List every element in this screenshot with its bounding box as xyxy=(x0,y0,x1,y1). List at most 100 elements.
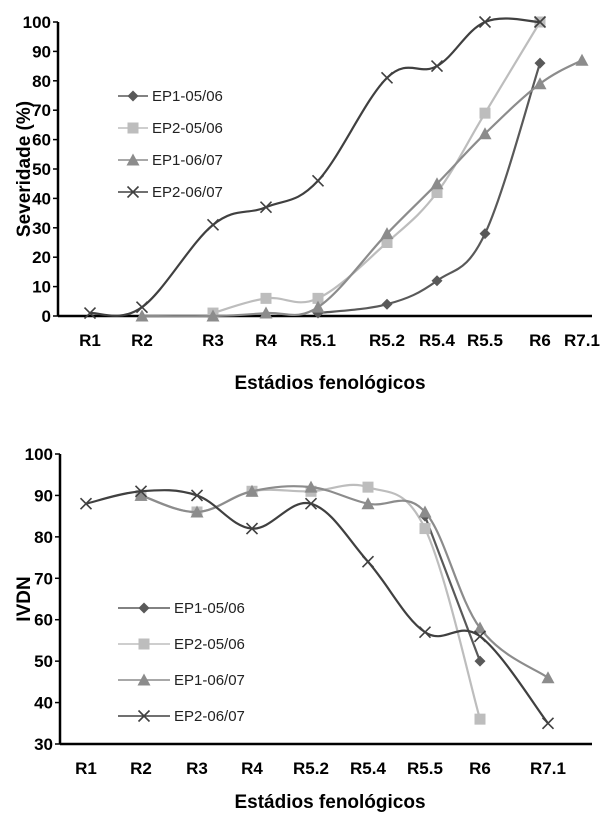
data-point-ep2-06-07 xyxy=(206,218,220,231)
legend-marker xyxy=(127,122,139,134)
x-tick-label: R5.5 xyxy=(467,331,503,350)
legend-label: EP1-05/06 xyxy=(174,600,245,617)
data-point-ep1-06-07 xyxy=(190,505,204,518)
data-point-ep2-06-07 xyxy=(473,630,487,643)
data-point-ep1-06-07 xyxy=(135,309,149,322)
x-tick-label: R2 xyxy=(130,759,152,778)
y-tick-label: 20 xyxy=(32,248,51,267)
data-point-ep2-06-07 xyxy=(135,301,149,314)
data-point-ep1-05-06 xyxy=(534,57,546,69)
data-point-ep1-05-06 xyxy=(479,228,491,240)
series-ep1-06-07 xyxy=(135,53,589,322)
x-axis-title: Estádios fenológicos xyxy=(234,373,425,394)
data-point-ep1-05-06 xyxy=(431,275,443,287)
x-tick-label: R5.4 xyxy=(419,331,455,350)
legend-marker xyxy=(126,153,140,166)
data-point-ep2-06-07 xyxy=(304,497,318,510)
data-point-ep1-05-06 xyxy=(474,655,486,667)
data-point-ep2-06-07 xyxy=(418,626,432,639)
data-point-ep1-06-07 xyxy=(575,53,589,66)
y-axis-title: IVDN xyxy=(14,576,35,621)
x-tick-label: R6 xyxy=(529,331,551,350)
series-ep2-05-06 xyxy=(207,16,546,319)
y-tick-label: 40 xyxy=(34,694,53,713)
x-tick-label: R7.1 xyxy=(530,759,566,778)
x-tick-label: R7.1 xyxy=(564,331,600,350)
x-tick-label: R4 xyxy=(241,759,263,778)
data-point-ep2-05-06 xyxy=(362,481,374,493)
data-point-ep2-05-06 xyxy=(260,292,272,304)
legend-item-ep1-05-06: EP1-05/06 xyxy=(118,600,245,617)
series-line-ep2-06-07 xyxy=(85,489,549,724)
legend-label: EP1-05/06 xyxy=(152,88,223,105)
x-tick-label: R5.1 xyxy=(300,331,336,350)
data-point-ep1-05-06 xyxy=(381,298,393,310)
y-tick-label: 30 xyxy=(32,219,51,238)
series-ep1-06-07 xyxy=(134,480,555,684)
data-point-ep2-05-06 xyxy=(479,107,491,119)
x-tick-label: R2 xyxy=(131,331,153,350)
legend-label: EP1-06/07 xyxy=(152,152,223,169)
legend-marker xyxy=(138,602,150,614)
data-point-ep1-06-07 xyxy=(134,488,148,501)
series-ep2-06-07 xyxy=(79,485,555,730)
y-tick-label: 100 xyxy=(23,13,51,32)
y-tick-label: 90 xyxy=(32,42,51,61)
data-point-ep2-05-06 xyxy=(474,713,486,725)
legend-item-ep1-06-07: EP1-06/07 xyxy=(118,152,223,169)
legend-label: EP2-06/07 xyxy=(152,184,223,201)
data-point-ep2-06-07 xyxy=(361,555,375,568)
data-point-ep1-06-07 xyxy=(473,621,487,634)
chart-1: 0 10 20 30 40 50 60 70 80 90 100 R1 R2 R3 R4 R5.1 R5.2 R5… xyxy=(14,13,600,394)
data-point-ep2-06-07 xyxy=(134,485,148,498)
series-line-ep1-05-06 xyxy=(423,515,482,662)
data-point-ep2-06-07 xyxy=(478,15,492,29)
legend-marker xyxy=(138,638,150,650)
data-point-ep1-06-07 xyxy=(361,497,375,510)
data-point-ep2-06-07 xyxy=(541,717,555,730)
legend-label: EP2-06/07 xyxy=(174,708,245,725)
data-point-ep1-06-07 xyxy=(206,309,220,322)
data-point-ep1-06-07 xyxy=(533,77,547,90)
legend-item-ep2-06-07: EP2-06/07 xyxy=(118,708,245,725)
series-ep2-06-07 xyxy=(83,15,547,320)
x-tick-label: R1 xyxy=(75,759,97,778)
y-tick-label: 50 xyxy=(32,160,51,179)
legend: EP1-05/06 EP2-05/06 EP1-06/07 EP2-06/07 xyxy=(118,88,223,201)
data-point-ep2-06-07 xyxy=(83,306,97,320)
x-tick-label: R3 xyxy=(202,331,224,350)
x-tick-label: R4 xyxy=(255,331,277,350)
data-point-ep1-06-07 xyxy=(304,480,318,493)
data-point-ep1-06-07 xyxy=(541,671,555,684)
data-point-ep2-05-06 xyxy=(381,237,393,248)
x-axis-title: Estádios fenológicos xyxy=(234,792,425,813)
data-point-ep2-05-06 xyxy=(419,523,431,535)
chart-2: 30 40 50 60 70 80 90 100 R1 R2 R3 R4 R5.2 R5.4 R5.5 R6 R… xyxy=(14,445,592,813)
x-tick-label: R1 xyxy=(79,331,101,350)
data-point-ep2-06-07 xyxy=(311,174,325,187)
data-point-ep1-06-07 xyxy=(430,177,444,190)
data-point-ep2-06-07 xyxy=(245,522,259,535)
legend-marker xyxy=(137,709,151,723)
x-tick-label: R6 xyxy=(469,759,491,778)
legend-marker xyxy=(127,90,139,102)
data-point-ep2-06-07 xyxy=(430,60,444,73)
y-tick-label: 80 xyxy=(34,528,53,547)
x-tick-label: R5.2 xyxy=(293,759,329,778)
data-point-ep1-06-07 xyxy=(478,127,492,140)
y-tick-label: 90 xyxy=(34,486,53,505)
data-point-ep2-06-07 xyxy=(533,15,547,29)
series-line-ep2-05-06 xyxy=(212,21,541,315)
x-tick-label: R5.4 xyxy=(350,759,386,778)
data-point-ep2-05-06 xyxy=(312,292,324,304)
legend-marker xyxy=(137,673,151,686)
y-tick-label: 40 xyxy=(32,189,51,208)
data-point-ep2-06-07 xyxy=(190,489,204,502)
y-tick-label: 70 xyxy=(34,569,53,588)
y-tick-label: 30 xyxy=(34,735,53,754)
legend-item-ep2-06-07: EP2-06/07 xyxy=(118,184,223,201)
y-tick-label: 60 xyxy=(32,131,51,150)
legend: EP1-05/06 EP2-05/06 EP1-06/07 EP2-06/07 xyxy=(118,600,245,725)
legend-marker xyxy=(126,185,140,199)
